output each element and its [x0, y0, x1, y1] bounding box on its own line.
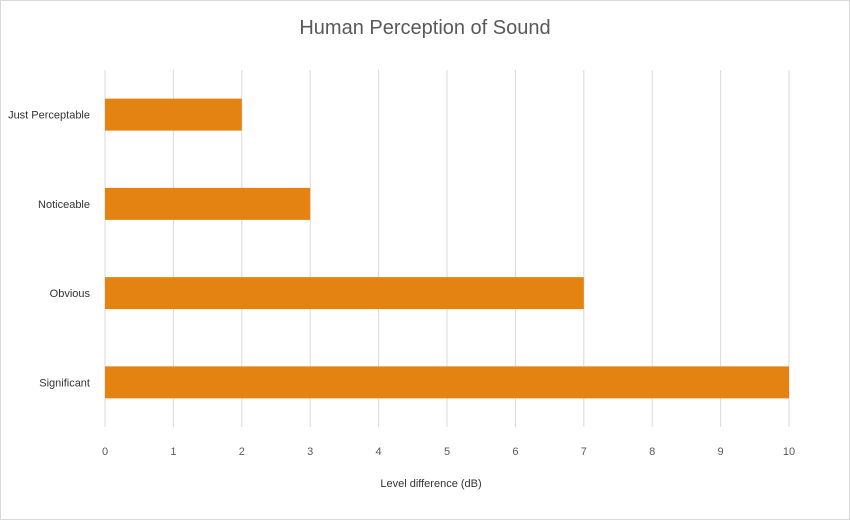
category-label: Just Perceptable — [8, 110, 90, 122]
x-tick-label: 1 — [170, 446, 176, 458]
x-tick-label: 4 — [376, 446, 382, 458]
x-tick-label: 0 — [102, 446, 108, 458]
bar-noticeable — [105, 187, 311, 220]
chart-title: Human Perception of Sound — [299, 17, 550, 39]
x-tick-label: 8 — [649, 446, 655, 458]
bars — [105, 98, 789, 399]
category-label: Obvious — [50, 288, 91, 300]
category-labels: Just Perceptable Noticeable Obvious Signifi… — [8, 110, 90, 390]
category-label: Noticeable — [38, 199, 90, 211]
x-tick-label: 5 — [444, 446, 450, 458]
x-tick-label: 7 — [581, 446, 587, 458]
category-label: Significant — [39, 377, 90, 389]
bar-just-perceptable — [105, 98, 242, 131]
x-tick-label: 3 — [307, 446, 313, 458]
bar-significant — [105, 366, 789, 399]
x-tick-label: 10 — [783, 446, 795, 458]
x-tick-label: 9 — [718, 446, 724, 458]
x-tick-label: 2 — [239, 446, 245, 458]
x-tick-labels: 0 1 2 3 4 5 6 7 8 9 10 — [102, 446, 795, 458]
x-tick-label: 6 — [512, 446, 518, 458]
bar-obvious — [105, 277, 584, 310]
x-axis-title: Level difference (dB) — [380, 478, 481, 490]
